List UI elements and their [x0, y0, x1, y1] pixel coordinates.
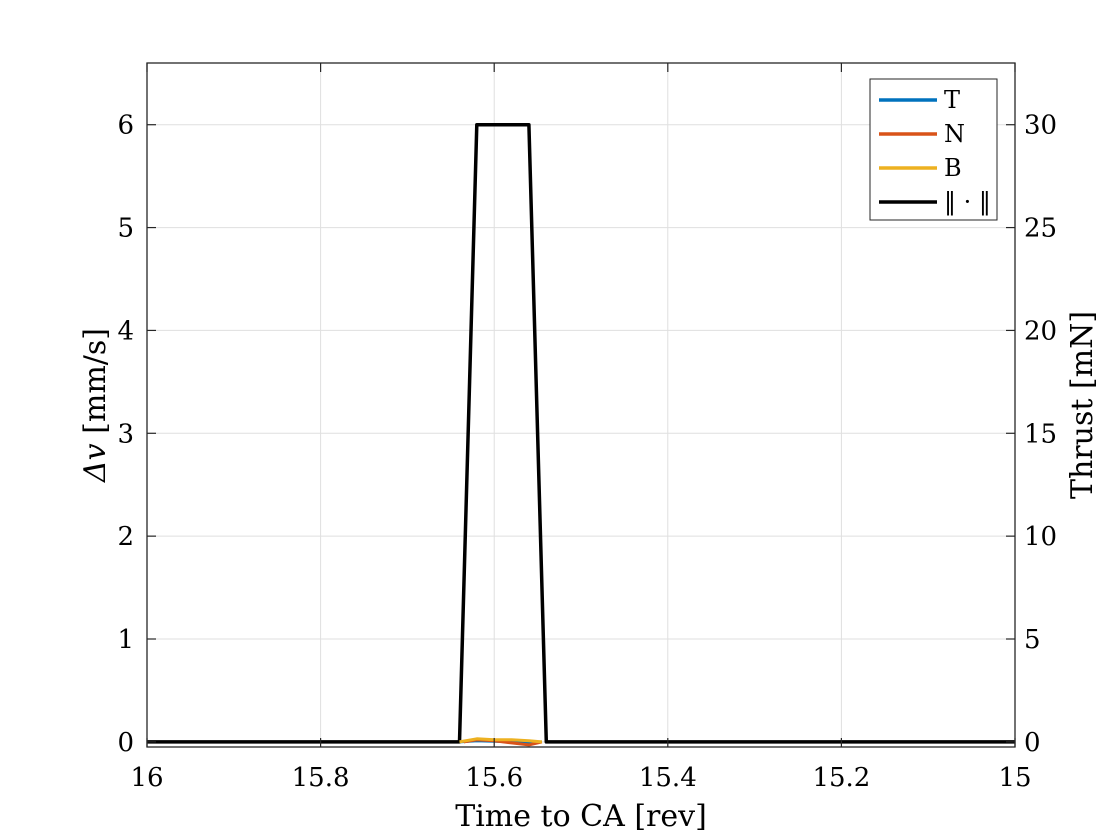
series-line-3: [459, 737, 543, 744]
y-left-tick-label: 3: [117, 419, 134, 449]
y-right-tick-label: 15: [1024, 419, 1057, 449]
legend-label: B: [944, 154, 962, 182]
x-tick-label: 15.8: [292, 763, 350, 793]
x-tick-label: 15.6: [465, 763, 523, 793]
y-left-tick-label: 0: [117, 728, 134, 758]
x-tick-label: 15.4: [639, 763, 697, 793]
y-left-tick-label: 6: [117, 111, 134, 141]
x-tick-label: 15: [998, 763, 1031, 793]
y-right-tick-label: 5: [1024, 625, 1041, 655]
y-right-tick-label: 30: [1024, 111, 1057, 141]
grid: [146, 63, 1016, 747]
series-line-4: [147, 122, 1015, 744]
y-left-tick-label: 1: [117, 625, 134, 655]
y-left-axis-label: Δv [mm/s]: [78, 328, 113, 483]
legend-label: T: [944, 86, 960, 114]
y-left-tick-label: 4: [117, 316, 134, 346]
series-layer: [147, 122, 1015, 747]
legend-box: [869, 78, 998, 221]
x-axis-label: Time to CA [rev]: [455, 799, 707, 834]
y-right-tick-label: 10: [1024, 522, 1057, 552]
legend: TNB ‖ · ‖: [869, 78, 998, 221]
y-left-tick-label: 2: [117, 522, 134, 552]
y-right-tick-label: 25: [1024, 214, 1057, 244]
legend-label: ‖ · ‖: [944, 188, 991, 217]
plot-frame: [146, 62, 1016, 748]
ticks: 16 15.8 15.6 15.4 15.2 15 0 1 2 3 4 5 6 0 5 10 15 20 25 30: [117, 63, 1057, 793]
y-right-axis-label: Thrust [mN]: [1065, 311, 1100, 499]
y-right-tick-label: 20: [1024, 316, 1057, 346]
legend-label: N: [944, 120, 965, 148]
x-tick-label: 16: [130, 763, 163, 793]
y-left-axis-symbol: Δv: [78, 443, 113, 483]
y-left-tick-label: 5: [117, 214, 134, 244]
y-right-tick-label: 0: [1024, 728, 1041, 758]
x-tick-label: 15.2: [812, 763, 870, 793]
y-left-axis-unit: [mm/s]: [78, 328, 113, 443]
